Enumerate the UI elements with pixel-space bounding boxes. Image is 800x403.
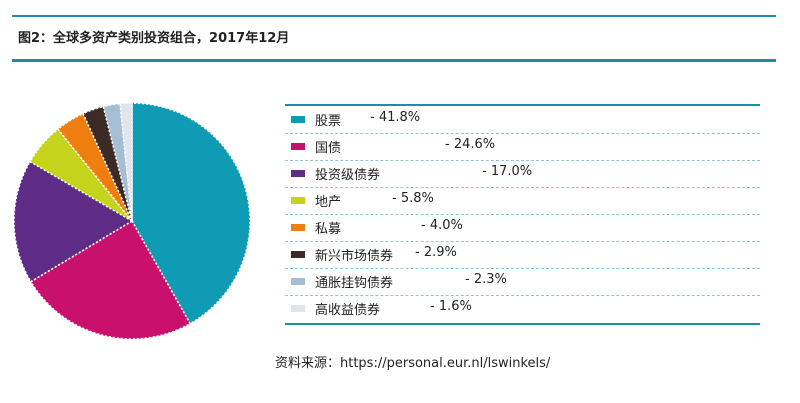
legend-divider — [285, 295, 760, 296]
legend-bottom-rule — [285, 323, 760, 325]
legend-swatch — [291, 197, 305, 204]
legend-swatch — [291, 170, 305, 177]
pie-slice-8 — [119, 102, 133, 222]
legend-swatch — [291, 278, 305, 285]
legend-value: - 1.6% — [430, 299, 472, 314]
legend-label: 地产 — [315, 195, 342, 210]
legend-value: - 4.0% — [421, 218, 463, 233]
legend-value: - 41.8% — [370, 110, 421, 125]
legend-item-8: 高收益债券 - 1.6% — [285, 296, 760, 323]
pie-slice-2 — [29, 219, 192, 340]
legend-value: - 24.6% — [445, 137, 496, 152]
legend-item-3: 投资级债券 - 17.0% — [285, 161, 760, 188]
legend-value: - 2.9% — [415, 245, 457, 260]
legend-swatch — [291, 251, 305, 258]
pie-slice-1 — [131, 102, 251, 325]
pie-slice-6 — [82, 105, 133, 222]
legend-value: - 2.3% — [465, 272, 507, 287]
pie-slice-7 — [102, 102, 133, 222]
legend-item-6: 新兴市场债券 - 2.9% — [285, 242, 760, 269]
legend-label: 国债 — [315, 141, 342, 156]
legend-item-4: 地产 - 5.8% — [285, 188, 760, 215]
title-rule — [12, 59, 776, 62]
legend-item-5: 私募 - 4.0% — [285, 215, 760, 242]
pie-slice-3 — [13, 160, 134, 283]
top-rule — [12, 15, 776, 17]
legend-divider — [285, 214, 760, 215]
legend-swatch — [291, 305, 305, 312]
legend-label: 股票 — [315, 114, 342, 129]
legend-divider — [285, 268, 760, 269]
legend-swatch — [291, 143, 305, 150]
legend-item-2: 国债 - 24.6% — [285, 134, 760, 161]
legend-swatch — [291, 224, 305, 231]
legend-swatch — [291, 116, 305, 123]
legend-label: 通胀挂钩债券 — [315, 276, 394, 291]
legend-value: - 17.0% — [482, 164, 533, 179]
source-note: 资料来源：https://personal.eur.nl/lswinkels/ — [275, 356, 551, 371]
legend-label: 私募 — [315, 222, 342, 237]
legend-top-rule — [285, 104, 760, 106]
pie-slice-5 — [56, 112, 133, 222]
legend-divider — [285, 241, 760, 242]
legend-label: 新兴市场债券 — [315, 249, 394, 264]
legend-divider — [285, 160, 760, 161]
legend-item-1: 股票 - 41.8% — [285, 107, 760, 134]
pie-chart — [13, 102, 251, 340]
pie-slice-4 — [28, 128, 133, 222]
figure-title: 图2：全球多资产类别投资组合，2017年12月 — [18, 31, 290, 46]
legend-item-7: 通胀挂钩债券 - 2.3% — [285, 269, 760, 296]
legend-divider — [285, 187, 760, 188]
legend-value: - 5.8% — [392, 191, 434, 206]
legend-divider — [285, 133, 760, 134]
legend-label: 高收益债券 — [315, 303, 381, 318]
legend-label: 投资级债券 — [315, 168, 381, 183]
